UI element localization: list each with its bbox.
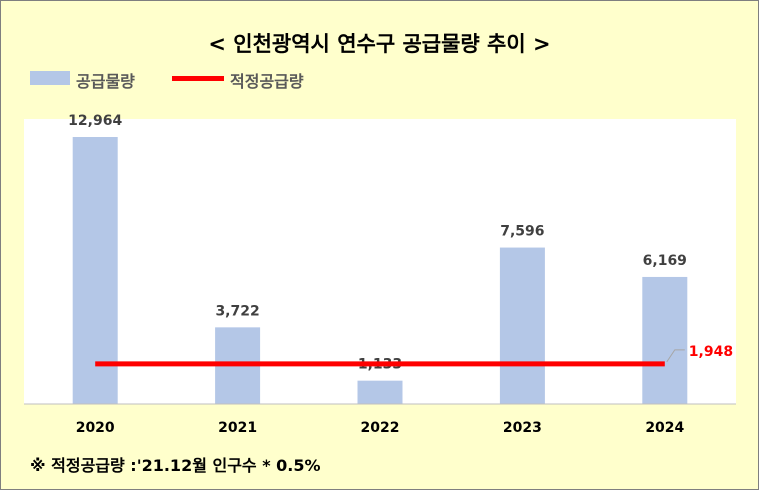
- legend-label-proper-supply: 적정공급량: [230, 72, 304, 91]
- bar-value-label: 7,596: [500, 224, 544, 240]
- chart-title: < 인천광역시 연수구 공급물량 추이 >: [208, 32, 551, 56]
- legend-swatch-proper-supply: [172, 76, 224, 81]
- x-tick-label: 2023: [503, 420, 542, 436]
- plot-area: [24, 119, 736, 404]
- bar-2020: [72, 137, 118, 404]
- legend-swatch-supply: [30, 71, 70, 85]
- bar-2022: [357, 380, 403, 404]
- bar-2024: [642, 276, 688, 404]
- x-tick-label: 2024: [645, 420, 684, 436]
- bar-value-label: 3,722: [215, 303, 259, 319]
- x-tick-label: 2022: [361, 420, 400, 436]
- bar-value-label: 12,964: [68, 113, 122, 129]
- legend-label-supply: 공급물량: [76, 72, 135, 91]
- proper-supply-leader-line: [666, 349, 685, 363]
- x-tick-label: 2020: [76, 420, 115, 436]
- bar-2023: [499, 247, 545, 404]
- proper-supply-value-label: 1,948: [689, 344, 733, 360]
- footnote: ※ 적정공급량 :'21.12월 인구수 * 0.5%: [30, 456, 321, 475]
- x-tick-label: 2021: [218, 420, 257, 436]
- bar-value-label: 6,169: [643, 253, 687, 269]
